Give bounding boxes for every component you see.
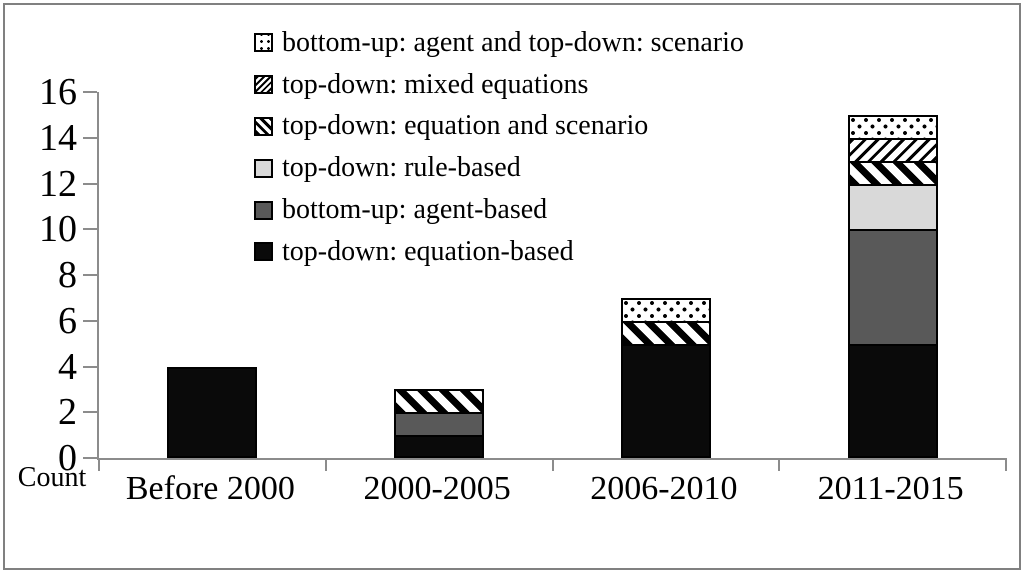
y-axis-tick-label: 10: [39, 208, 77, 251]
legend-label: bottom-up: agent and top-down: scenario: [282, 26, 744, 58]
bar-segment: [847, 229, 938, 346]
x-axis-tick: [1005, 458, 1007, 471]
y-axis-tick: [83, 228, 97, 231]
legend-item: top-down: mixed equations: [254, 64, 744, 106]
bar-segment: [847, 160, 938, 186]
legend-swatch-icon: [254, 116, 273, 136]
y-axis-tick-label: 6: [58, 299, 77, 342]
legend-label: bottom-up: agent-based: [282, 194, 548, 226]
legend-swatch-icon: [254, 242, 273, 262]
y-axis-tick: [83, 457, 97, 459]
y-axis-tick: [83, 182, 97, 185]
y-axis-tick-label: 0: [58, 437, 77, 479]
legend-swatch-icon: [254, 75, 273, 95]
legend-item: top-down: rule-based: [254, 147, 744, 189]
plot-area: 0 2 4 6 8 10 12 14 16: [39, 71, 1007, 479]
y-axis-title: Count: [17, 462, 87, 493]
bar-segment: [620, 343, 711, 458]
y-axis-tick: [83, 136, 97, 139]
x-axis-category-label: Before 2000: [125, 470, 295, 507]
bar-segment: [847, 114, 938, 140]
x-axis-tick: [98, 458, 100, 471]
legend-label: top-down: mixed equations: [282, 68, 589, 100]
legend-item: bottom-up: agent-based: [254, 189, 744, 231]
y-axis-tick: [83, 365, 97, 368]
bar-segment: [394, 412, 485, 438]
y-axis-tick: [83, 411, 97, 414]
legend-swatch-icon: [254, 33, 273, 53]
y-axis-tick-label: 16: [39, 71, 77, 113]
legend-label: top-down: equation-based: [282, 235, 574, 267]
legend: bottom-up: agent and top-down: scenario t…: [254, 22, 744, 273]
x-axis-labels: Before 2000 2000-2005 2006-2010 2011-2015: [97, 470, 1004, 508]
x-axis-tick: [778, 458, 781, 471]
y-axis-tick: [83, 319, 97, 322]
bar-segment: [847, 183, 938, 232]
bar-segment: [620, 320, 711, 346]
y-axis-tick-label: 12: [39, 162, 77, 205]
y-axis-tick-label: 14: [39, 116, 77, 159]
x-axis-category-label: 2000-2005: [363, 470, 511, 507]
bar-segment: [620, 297, 711, 323]
y-axis-tick: [83, 91, 97, 93]
legend-swatch-icon: [254, 200, 273, 220]
bar-segment: [847, 137, 938, 163]
y-axis-tick-label: 8: [58, 254, 77, 296]
x-axis-category-label: 2006-2010: [590, 470, 738, 507]
legend-swatch-icon: [254, 158, 273, 178]
legend-item: bottom-up: agent and top-down: scenario: [254, 22, 744, 64]
bar-segment: [394, 435, 485, 458]
y-axis-tick: [83, 274, 97, 276]
y-axis-tick-label: 2: [58, 391, 77, 434]
x-axis-tick: [551, 458, 554, 471]
x-axis-category-label: 2011-2015: [817, 470, 964, 507]
legend-label: top-down: equation and scenario: [282, 110, 649, 142]
legend-label: top-down: rule-based: [282, 152, 521, 184]
legend-item: top-down: equation-based: [254, 231, 744, 273]
legend-item: top-down: equation and scenario: [254, 106, 744, 148]
x-axis-tick: [324, 458, 327, 471]
y-axis-tick-label: 4: [58, 345, 77, 388]
bar-segment: [847, 343, 938, 458]
bar-segment: [394, 389, 485, 415]
bar-segment: [167, 366, 258, 458]
